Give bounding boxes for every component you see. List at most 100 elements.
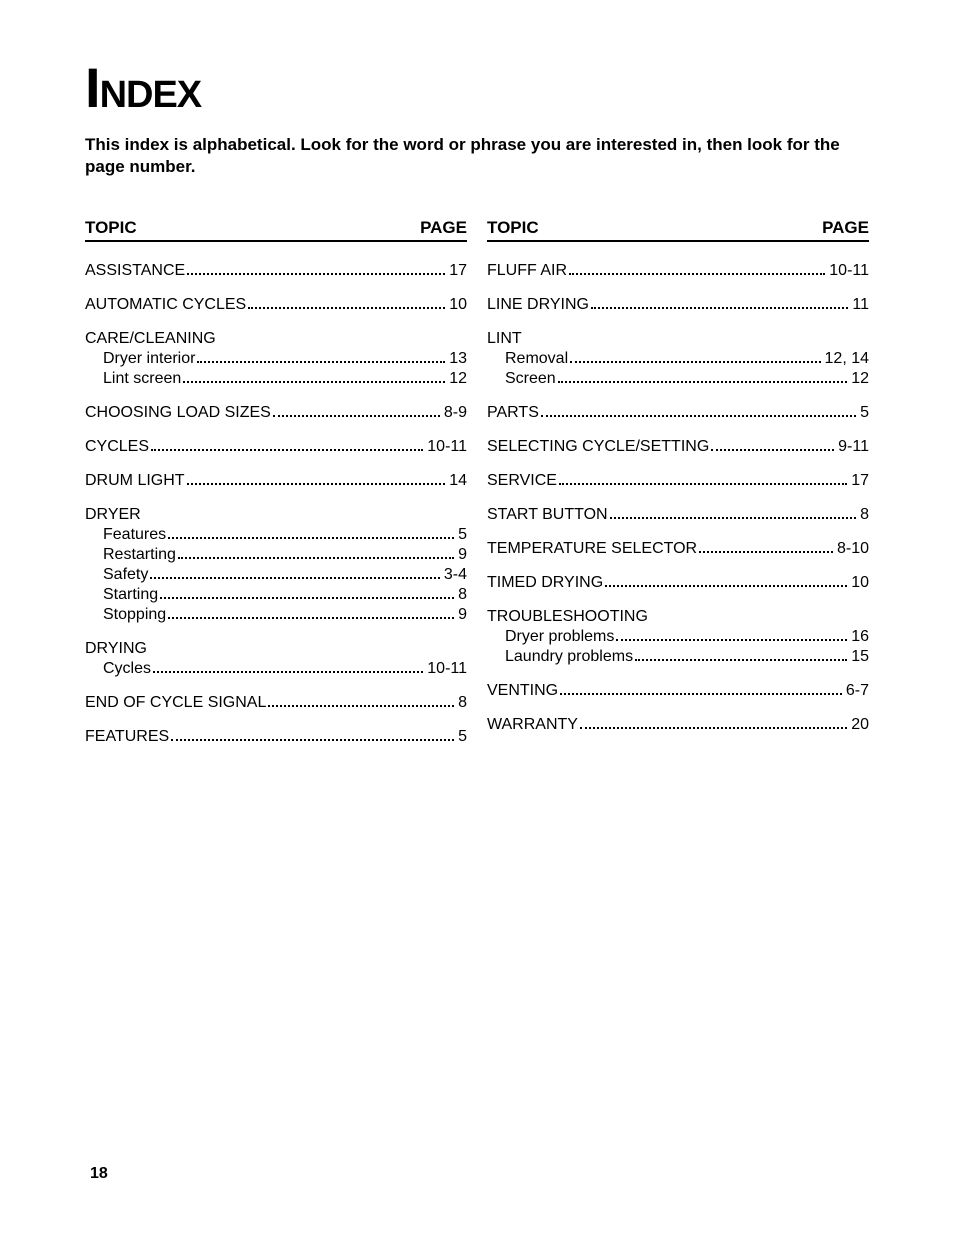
- index-entry: Starting8: [85, 586, 467, 604]
- right-column: TOPIC PAGE FLUFF AIR10-11LINE DRYING11LI…: [487, 218, 869, 762]
- entry-label: Cycles: [85, 660, 151, 678]
- entry-page: 5: [860, 404, 869, 422]
- index-block: DRYING Cycles10-11: [85, 640, 467, 678]
- header-page: PAGE: [822, 218, 869, 238]
- entry-page: 9: [458, 606, 467, 624]
- index-entry: Safety 3-4: [85, 566, 467, 584]
- leader-dots: [168, 617, 454, 619]
- leader-dots: [569, 273, 825, 275]
- index-block: PARTS 5: [487, 404, 869, 422]
- group-title: CARE/CLEANING: [85, 330, 467, 348]
- index-entry: DRUM LIGHT14: [85, 472, 467, 490]
- entry-page: 15: [851, 648, 869, 666]
- entry-label: VENTING: [487, 682, 558, 700]
- entry-label: LINE DRYING: [487, 296, 589, 314]
- entry-page: 13: [449, 350, 467, 368]
- entry-page: 20: [851, 716, 869, 734]
- index-entry: TEMPERATURE SELECTOR 8-10: [487, 540, 869, 558]
- entry-label: Laundry problems: [487, 648, 633, 666]
- index-entry: CHOOSING LOAD SIZES 8-9: [85, 404, 467, 422]
- leader-dots: [610, 517, 856, 519]
- index-block: CYCLES10-11: [85, 438, 467, 456]
- leader-dots: [605, 585, 847, 587]
- entry-label: Removal: [487, 350, 568, 368]
- entry-page: 12: [851, 370, 869, 388]
- entry-label: Safety: [85, 566, 148, 584]
- entry-label: FEATURES: [85, 728, 169, 746]
- left-column: TOPIC PAGE ASSISTANCE17 AUTOMATIC CYCLES1…: [85, 218, 467, 762]
- leader-dots: [711, 449, 834, 451]
- index-entry: Restarting9: [85, 546, 467, 564]
- index-entry: Removal12, 14: [487, 350, 869, 368]
- entry-label: Stopping: [85, 606, 166, 624]
- group-title: LINT: [487, 330, 869, 348]
- entry-label: START BUTTON: [487, 506, 608, 524]
- leader-dots: [183, 381, 445, 383]
- header-topic: TOPIC: [487, 218, 539, 238]
- page-title: INDEX: [85, 60, 869, 116]
- leader-dots: [558, 381, 848, 383]
- entry-label: PARTS: [487, 404, 539, 422]
- leader-dots: [560, 693, 842, 695]
- index-block: START BUTTON 8: [487, 506, 869, 524]
- index-block: DRUM LIGHT14: [85, 472, 467, 490]
- entry-label: Dryer interior: [85, 350, 195, 368]
- index-entry: Stopping 9: [85, 606, 467, 624]
- index-block: SERVICE17: [487, 472, 869, 490]
- entry-page: 8-9: [444, 404, 467, 422]
- leader-dots: [168, 537, 454, 539]
- leader-dots: [187, 483, 446, 485]
- index-entry: Lint screen12: [85, 370, 467, 388]
- index-block: AUTOMATIC CYCLES10: [85, 296, 467, 314]
- column-header: TOPIC PAGE: [487, 218, 869, 242]
- index-entry: SERVICE17: [487, 472, 869, 490]
- index-entry: START BUTTON 8: [487, 506, 869, 524]
- column-header: TOPIC PAGE: [85, 218, 467, 242]
- entry-label: FLUFF AIR: [487, 262, 567, 280]
- index-block: VENTING6-7: [487, 682, 869, 700]
- group-title: DRYER: [85, 506, 467, 524]
- entry-page: 5: [458, 526, 467, 544]
- leader-dots: [635, 659, 847, 661]
- index-entry: SELECTING CYCLE/SETTING9-11: [487, 438, 869, 456]
- index-block: SELECTING CYCLE/SETTING9-11: [487, 438, 869, 456]
- leader-dots: [699, 551, 833, 553]
- entry-label: Starting: [85, 586, 158, 604]
- index-block: LINE DRYING 11: [487, 296, 869, 314]
- entry-page: 10: [449, 296, 467, 314]
- index-block: FEATURES5: [85, 728, 467, 746]
- index-entry: ASSISTANCE17: [85, 262, 467, 280]
- entry-label: ASSISTANCE: [85, 262, 185, 280]
- entry-label: Features: [85, 526, 166, 544]
- entry-label: CHOOSING LOAD SIZES: [85, 404, 271, 422]
- leader-dots: [151, 449, 423, 451]
- leader-dots: [273, 415, 440, 417]
- leader-dots: [268, 705, 454, 707]
- index-entry: PARTS 5: [487, 404, 869, 422]
- leader-dots: [160, 597, 454, 599]
- index-block: CARE/CLEANING Dryer interior 13 Lint screen…: [85, 330, 467, 388]
- entry-page: 12: [449, 370, 467, 388]
- index-block: WARRANTY20: [487, 716, 869, 734]
- leader-dots: [541, 415, 856, 417]
- index-entry: FEATURES5: [85, 728, 467, 746]
- entry-page: 8: [860, 506, 869, 524]
- group-title: DRYING: [85, 640, 467, 658]
- index-block: TIMED DRYING10: [487, 574, 869, 592]
- page-number: 18: [90, 1165, 108, 1183]
- entry-label: TEMPERATURE SELECTOR: [487, 540, 697, 558]
- index-entry: Cycles10-11: [85, 660, 467, 678]
- entry-label: TIMED DRYING: [487, 574, 603, 592]
- entry-page: 11: [852, 296, 869, 314]
- leader-dots: [616, 639, 847, 641]
- entry-page: 17: [851, 472, 869, 490]
- leader-dots: [559, 483, 847, 485]
- index-columns: TOPIC PAGE ASSISTANCE17AUTOMATIC CYCLES1…: [85, 218, 869, 762]
- entry-page: 3-4: [444, 566, 467, 584]
- entry-page: 8: [458, 694, 467, 712]
- entry-label: SELECTING CYCLE/SETTING: [487, 438, 709, 456]
- entry-label: Dryer problems: [487, 628, 614, 646]
- leader-dots: [580, 727, 847, 729]
- entry-page: 8-10: [837, 540, 869, 558]
- entry-page: 14: [449, 472, 467, 490]
